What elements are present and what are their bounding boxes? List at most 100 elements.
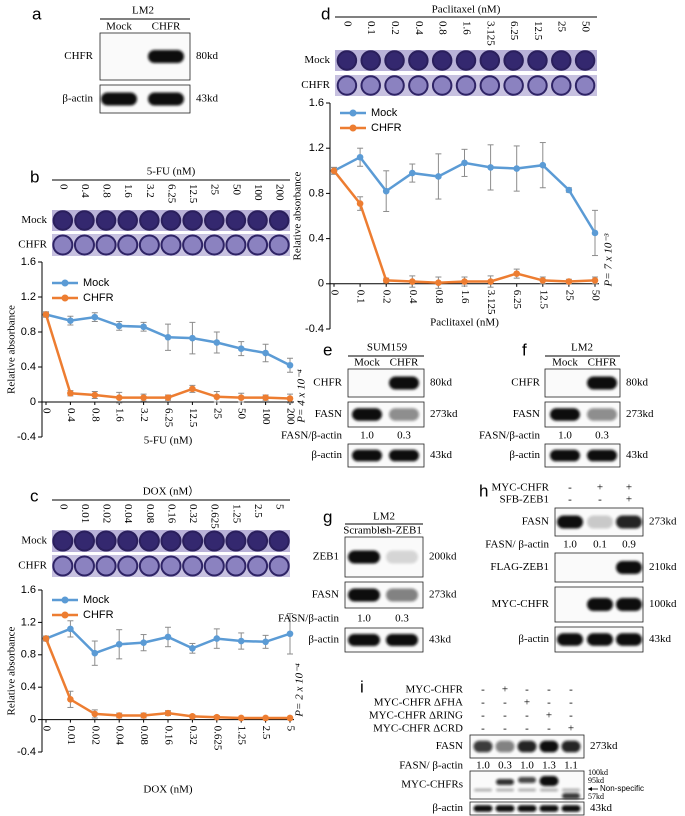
lane-label: sh-ZEB1 [382, 525, 422, 537]
well [247, 210, 268, 231]
condition-mark: - [525, 723, 529, 735]
well [551, 50, 572, 71]
y-tick-label: 1.2 [309, 142, 324, 154]
band [587, 408, 617, 421]
x-axis-label: DOX (nM) [143, 784, 193, 796]
well [139, 210, 160, 231]
panel-label: b [30, 167, 39, 186]
dose-label: 50 [230, 184, 242, 196]
band [587, 598, 613, 611]
well [182, 210, 203, 231]
band [587, 449, 617, 462]
band [474, 788, 492, 792]
well [74, 210, 95, 231]
y-tick-label: 0.4 [21, 361, 36, 373]
point [140, 394, 147, 401]
dose-label: 5 [274, 504, 286, 510]
size-label: 80kd [430, 377, 453, 389]
band [539, 776, 559, 786]
condition-label: MYC-CHFR ΔRING [369, 710, 463, 722]
x-tick-label: 0.4 [65, 408, 77, 422]
dose-label: 0.04 [122, 504, 134, 524]
legend-marker [349, 124, 357, 132]
well [551, 75, 572, 96]
x-tick-label: 0.625 [211, 726, 223, 751]
well [95, 210, 117, 231]
x-tick-label: 12.5 [187, 408, 199, 428]
y-tick-label: 1.2 [21, 616, 36, 628]
size-label: 100kd [649, 598, 677, 610]
band [587, 515, 613, 529]
y-tick-label: 0 [318, 278, 324, 290]
point [356, 200, 364, 207]
band [517, 740, 537, 753]
nonspecific-label: Non-specific [600, 784, 644, 793]
condition-mark: - [547, 697, 551, 709]
band [352, 408, 382, 421]
condition-mark: - [525, 710, 529, 722]
well [455, 50, 477, 71]
well [431, 50, 453, 71]
y-axis-label: Relative absorbance [6, 305, 18, 394]
x-tick-label: 0.4 [407, 290, 419, 304]
point [330, 167, 338, 175]
x-tick-label: 6.25 [511, 290, 523, 310]
band [517, 805, 537, 812]
dose-label: 0 [57, 184, 69, 190]
band [557, 515, 583, 529]
point [461, 159, 468, 167]
legend-label: Mock [83, 594, 110, 606]
point [435, 279, 442, 286]
y-tick-label: -0.4 [305, 323, 324, 335]
band [562, 793, 580, 799]
y-axis-label: Relative absorbance [292, 171, 304, 260]
point [189, 334, 196, 342]
panel-label: c [30, 486, 39, 505]
legend-marker [61, 279, 69, 287]
well [408, 75, 429, 96]
condition-label: MYC-CHFR [406, 684, 464, 696]
ratio: 0.1 [593, 539, 607, 551]
well [117, 530, 139, 552]
legend-label: Mock [83, 277, 110, 289]
x-tick-label: 200 [284, 408, 296, 425]
blot-title: LM2 [571, 342, 593, 354]
legend-marker [61, 611, 69, 619]
lane-label: CHFR [152, 21, 181, 33]
condition-mark: - [481, 697, 485, 709]
point [140, 323, 147, 331]
well [503, 50, 524, 71]
x-tick-label: 0.16 [162, 726, 174, 746]
well [431, 75, 453, 96]
size-label: 43kd [590, 802, 613, 814]
ratio: 1.0 [476, 760, 490, 772]
x-tick-label: 1.25 [236, 726, 248, 746]
condition-mark: - [569, 710, 573, 722]
band [495, 805, 515, 812]
well [52, 234, 74, 256]
ratio: 0.3 [498, 760, 512, 772]
plate-row-label: Mock [21, 535, 47, 547]
band [539, 740, 559, 753]
dose-label: 1.6 [122, 184, 134, 198]
condition-mark: + [524, 697, 530, 709]
size-label: 210kd [649, 561, 677, 573]
well [574, 75, 596, 96]
point [115, 640, 123, 648]
y-axis-label: Relative absorbance [6, 626, 18, 715]
size-label: 273kd [626, 408, 654, 420]
well [160, 234, 182, 256]
condition-mark: + [546, 710, 552, 722]
x-tick-label: 0.2 [381, 290, 393, 304]
row-label: β-actin [311, 449, 342, 461]
x-tick-label: 0.04 [114, 726, 126, 746]
condition-mark: - [503, 723, 507, 735]
plate-header: DOX (nM） [143, 485, 200, 498]
point [565, 186, 573, 194]
band [557, 633, 583, 646]
well [247, 234, 269, 256]
condition-mark: - [598, 494, 602, 506]
condition-label: SFB-ZEB1 [499, 494, 549, 506]
ratio: 1.3 [542, 760, 556, 772]
point [539, 161, 547, 169]
